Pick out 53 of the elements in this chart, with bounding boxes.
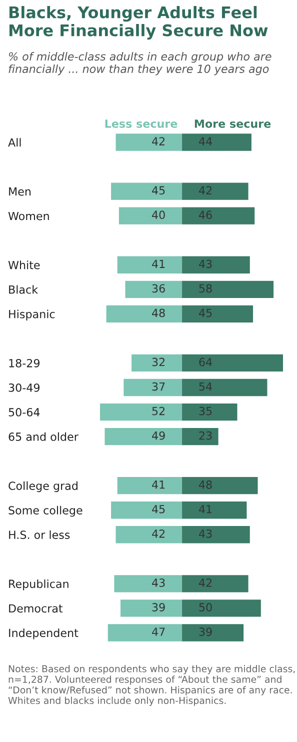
y-tick-label: All: [8, 138, 21, 146]
data-label: 58: [199, 284, 212, 293]
y-tick-label: Independent: [9, 628, 78, 640]
data-label: 45: [152, 186, 165, 195]
data-label: 39: [152, 603, 165, 612]
data-label: 45: [198, 308, 212, 318]
y-tick-label: Black: [9, 285, 38, 294]
data-label: 45: [152, 505, 165, 514]
y-tick-label: College grad: [8, 481, 78, 492]
data-label: 37: [152, 382, 165, 391]
data-label: 43: [198, 529, 212, 538]
data-label: 47: [152, 628, 165, 636]
data-label: 42: [198, 578, 212, 587]
data-label: 41: [198, 505, 212, 514]
data-label: 42: [152, 529, 165, 538]
data-label: 42: [198, 186, 212, 194]
data-label: 40: [152, 210, 165, 220]
y-tick-label: Men: [9, 187, 31, 196]
data-label: 46: [198, 210, 212, 220]
data-label: 35: [199, 406, 212, 416]
chart-subtitle: % of middle-class adults in each group who are financially ... now than they were 10 years ago: [8, 52, 272, 76]
series-label: More secure: [194, 120, 271, 128]
y-tick-label: Some college: [8, 506, 82, 517]
data-label: 44: [198, 137, 212, 146]
y-tick-label: White: [8, 260, 40, 270]
y-tick-label: Republican: [9, 579, 68, 590]
data-label: 43: [198, 260, 212, 268]
data-label: 41: [152, 480, 165, 489]
data-label: 50: [199, 603, 212, 612]
data-label: 64: [199, 358, 212, 366]
data-label: 39: [199, 628, 212, 636]
y-tick-label: Women: [8, 212, 49, 220]
chart-title: Blacks, Younger Adults Feel More Financially Secure Now: [9, 6, 268, 40]
y-tick-label: 30-49: [8, 383, 40, 392]
y-tick-label: H.S. or less: [9, 530, 70, 540]
y-tick-label: 18-29: [9, 358, 40, 368]
y-tick-label: 50-64: [8, 408, 40, 416]
data-label: 43: [152, 578, 165, 587]
y-tick-label: Democrat: [9, 604, 63, 613]
data-label: 54: [199, 382, 212, 391]
data-label: 48: [198, 480, 212, 489]
data-label: 23: [199, 431, 212, 440]
y-tick-label: 65 and older: [8, 432, 78, 441]
data-label: 32: [152, 358, 165, 366]
data-label: 36: [152, 284, 165, 293]
series-label: Less secure: [105, 120, 178, 128]
y-tick-label: Hispanic: [9, 310, 55, 320]
data-label: 41: [152, 260, 165, 268]
data-label: 52: [152, 406, 165, 416]
data-label: 42: [152, 137, 165, 146]
data-label: 49: [152, 431, 165, 440]
data-label: 48: [152, 308, 165, 318]
text: Notes: Based on respondents who say they are middle class, n=1,287. Volunteered responses of “About the same” and “Don’t know/Refused” not shown. Hispanics are of any race. Whites and blacks include only non-Hispanics.: [8, 665, 295, 706]
